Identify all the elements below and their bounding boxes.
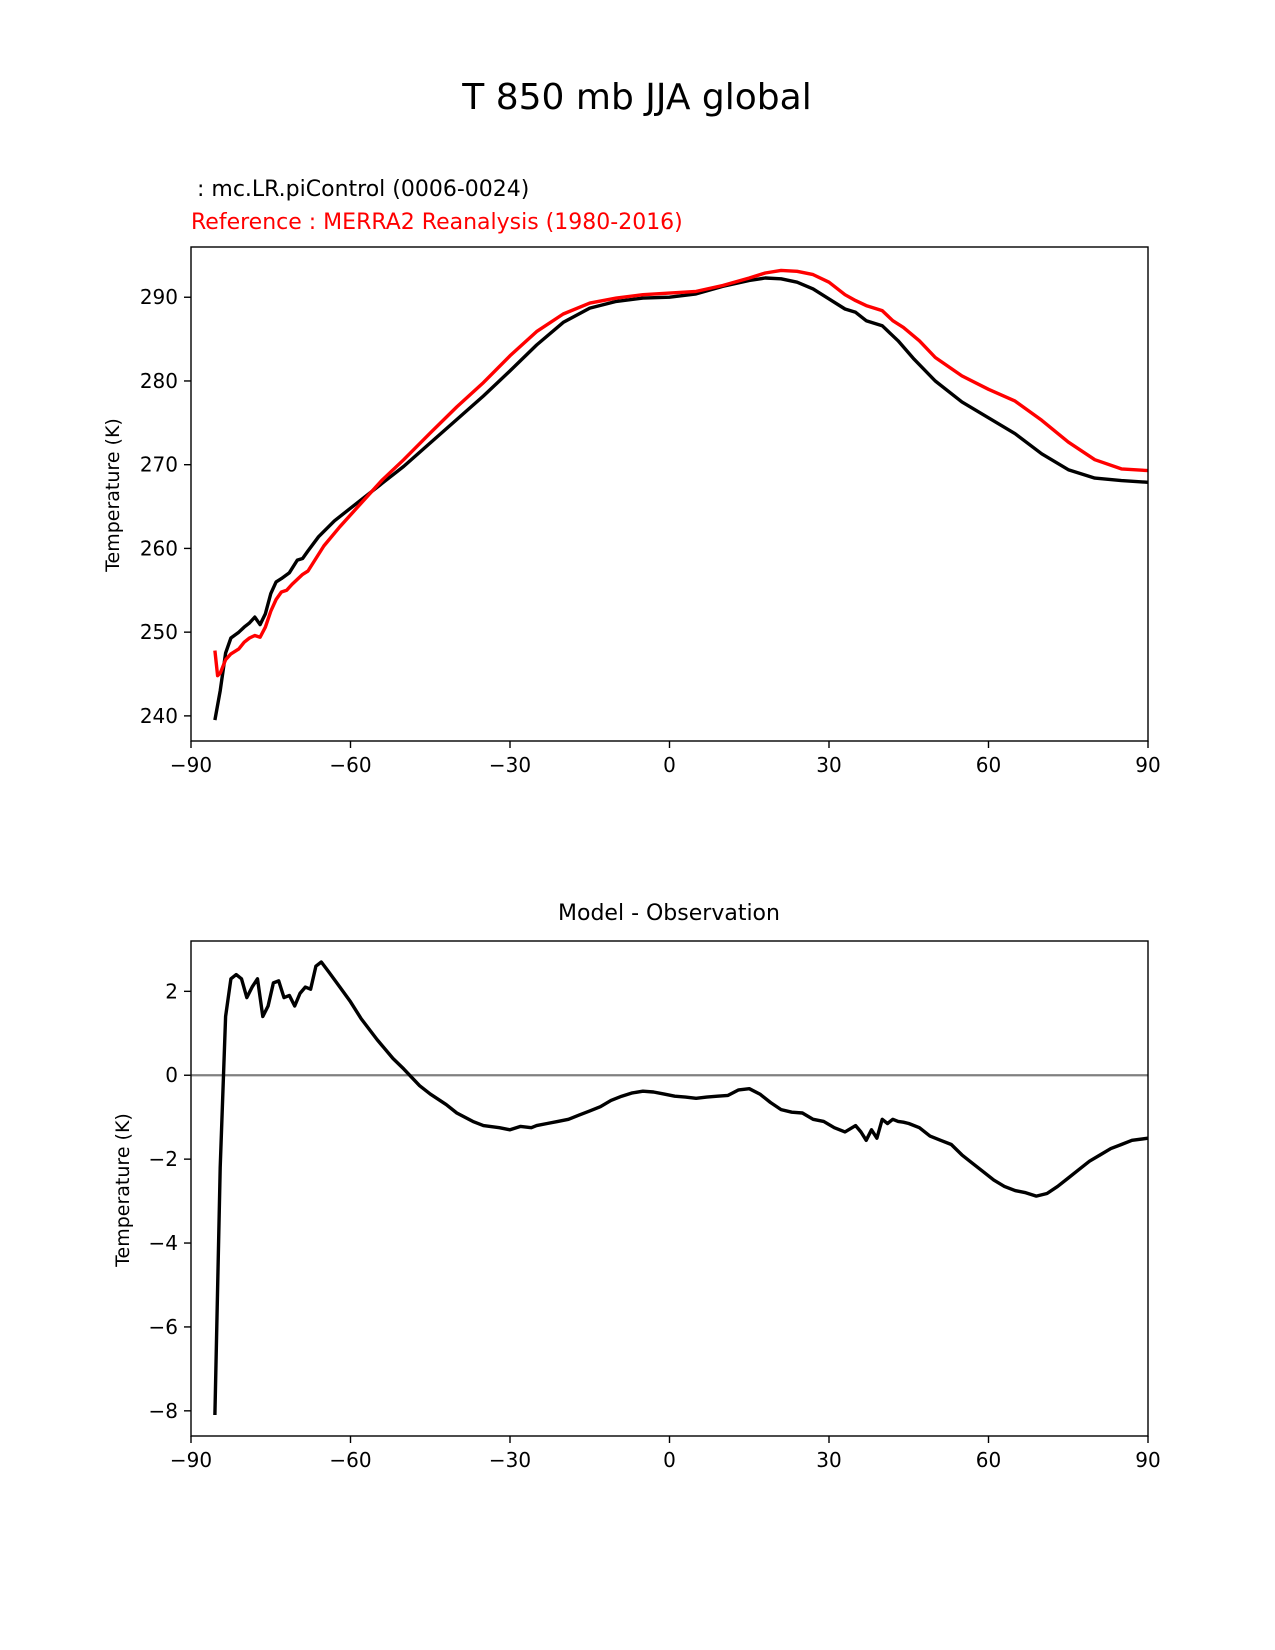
- bottom-y-tick-label: −6: [149, 1315, 178, 1339]
- top-y-tick-label: 280: [140, 369, 178, 393]
- top-x-tick-label: 90: [1135, 753, 1160, 777]
- top-y-tick-label: 250: [140, 620, 178, 644]
- bottom-x-tick-label: 60: [976, 1448, 1001, 1472]
- bottom-y-tick-label: 2: [165, 979, 178, 1003]
- bottom-series-line-0: [213, 960, 1149, 1416]
- top-x-tick-label: −30: [489, 753, 531, 777]
- bottom-x-tick-label: −60: [329, 1448, 371, 1472]
- bottom-panel: Model - Observation Temperature (K) −90−…: [112, 901, 1161, 1472]
- bottom-y-axis-label: Temperature (K): [112, 1113, 134, 1268]
- top-plot-area: −90 −60 −30 0 30 60 90 240 250 260 270 280 290: [140, 246, 1161, 777]
- bottom-y-tick-label: −2: [149, 1147, 178, 1171]
- top-y-tick-label: 240: [140, 704, 178, 728]
- model-subtitle: : mc.LR.piControl (0006-0024): [197, 177, 529, 202]
- top-y-tick-label: 290: [140, 285, 178, 309]
- top-series-line-1: [213, 268, 1149, 678]
- top-x-tick-label: −90: [170, 753, 212, 777]
- top-plot-frame: [190, 246, 1149, 742]
- bottom-plot-frame: [190, 940, 1149, 1437]
- bottom-plot-area: −90 −60 −30 0 30 60 90 −8 −6 −4 −2 0 2: [149, 940, 1161, 1472]
- bottom-x-tick-label: 0: [663, 1448, 676, 1472]
- top-x-tick-label: 60: [976, 753, 1001, 777]
- reference-subtitle: Reference : MERRA2 Reanalysis (1980-2016…: [191, 210, 683, 235]
- top-x-tick-label: 30: [816, 753, 841, 777]
- top-y-tick-label: 260: [140, 536, 178, 560]
- bottom-y-tick-label: 0: [165, 1063, 178, 1087]
- top-x-tick-label: 0: [663, 753, 676, 777]
- bottom-x-tick-label: 90: [1135, 1448, 1160, 1472]
- figure-title: T 850 mb JJA global: [461, 77, 811, 118]
- bottom-title: Model - Observation: [558, 901, 780, 926]
- top-panel: : mc.LR.piControl (0006-0024) Reference …: [102, 177, 1161, 777]
- bottom-x-tick-label: −30: [489, 1448, 531, 1472]
- top-y-axis-label: Temperature (K): [102, 418, 124, 573]
- top-x-tick-label: −60: [329, 753, 371, 777]
- bottom-x-tick-label: 30: [816, 1448, 841, 1472]
- bottom-y-tick-label: −8: [149, 1399, 178, 1423]
- bottom-x-tick-label: −90: [170, 1448, 212, 1472]
- top-series-line-0: [213, 276, 1149, 721]
- top-y-tick-label: 270: [140, 453, 178, 477]
- bottom-y-tick-label: −4: [149, 1231, 178, 1255]
